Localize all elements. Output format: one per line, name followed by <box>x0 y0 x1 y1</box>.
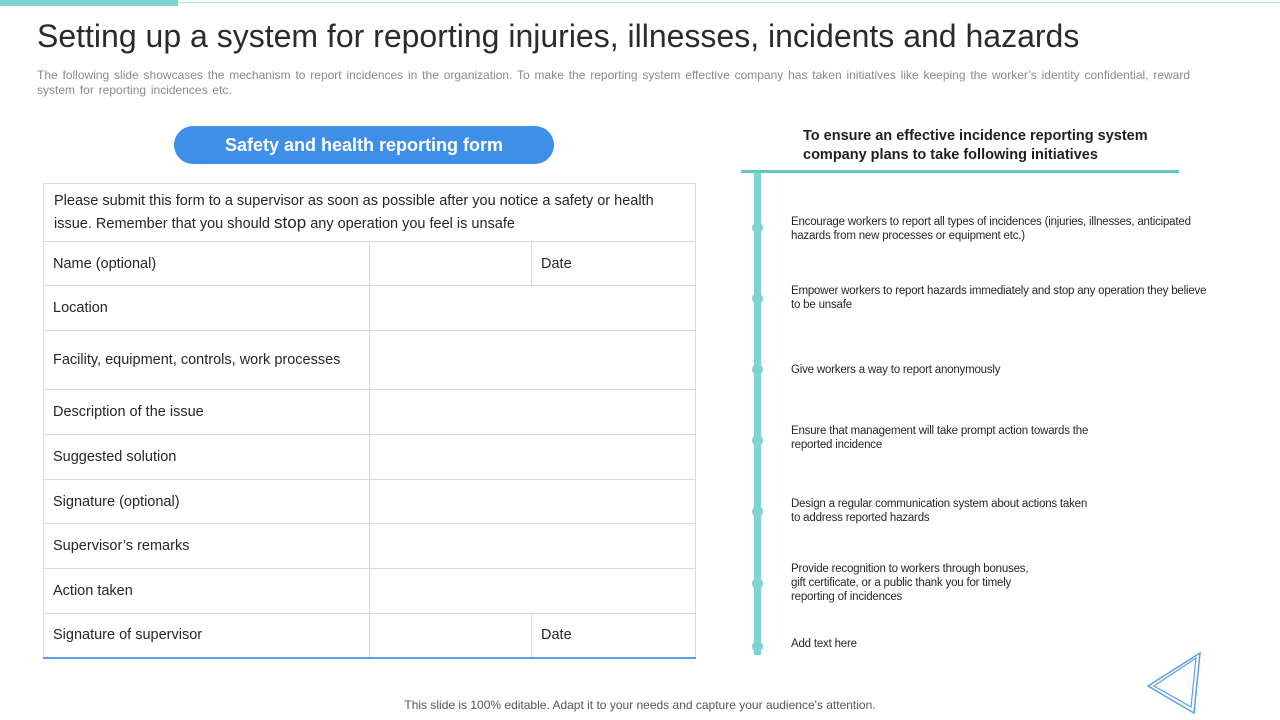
form-label: Signature (optional) <box>43 479 370 524</box>
form-row-signature: Signature (optional) <box>43 479 696 524</box>
location-input-cell[interactable] <box>369 285 696 331</box>
date-label: Date <box>531 241 696 286</box>
top-accent-bar <box>0 0 1280 6</box>
description-input-cell[interactable] <box>369 389 696 435</box>
slide-footer: This slide is 100% editable. Adapt it to… <box>404 698 876 712</box>
timeline-dot <box>752 222 763 233</box>
form-label: Facility, equipment, controls, work proc… <box>43 330 370 390</box>
initiative-item: Give workers a way to report anonymously <box>791 364 1001 376</box>
form-label: Location <box>43 285 370 331</box>
form-label: Supervisor’s remarks <box>43 523 370 569</box>
form-intro-text: Please submit this form to a supervisor … <box>43 183 696 242</box>
form-row-location: Location <box>43 285 696 331</box>
form-label: Action taken <box>43 568 370 614</box>
facility-input-cell[interactable] <box>369 330 696 390</box>
initiatives-heading: To ensure an effective incidence reporti… <box>803 128 1148 163</box>
solution-input-cell[interactable] <box>369 434 696 480</box>
name-input-cell[interactable] <box>369 241 532 286</box>
timeline-dot <box>752 641 763 652</box>
top-accent-line <box>178 2 1280 3</box>
form-label: Suggested solution <box>43 434 370 480</box>
initiative-item: Encourage workers to report all types of… <box>791 216 1191 242</box>
reporting-form-table: Please submit this form to a supervisor … <box>43 183 696 659</box>
slide-title: Setting up a system for reporting injuri… <box>37 18 1080 54</box>
remarks-input-cell[interactable] <box>369 523 696 569</box>
heading-underline <box>741 170 1179 173</box>
form-row-facility: Facility, equipment, controls, work proc… <box>43 330 696 390</box>
form-label: Signature of supervisor <box>43 613 370 658</box>
form-row-solution: Suggested solution <box>43 434 696 480</box>
form-header-pill: Safety and health reporting form <box>174 126 554 164</box>
form-intro-row: Please submit this form to a supervisor … <box>43 183 696 242</box>
initiative-item: Add text here <box>791 638 857 650</box>
signature-input-cell[interactable] <box>369 479 696 524</box>
timeline-dot <box>752 506 763 517</box>
timeline-dot <box>752 435 763 446</box>
action-input-cell[interactable] <box>369 568 696 614</box>
timeline-dot <box>752 578 763 589</box>
form-label: Description of the issue <box>43 389 370 435</box>
supervisor-signature-input-cell[interactable] <box>369 613 532 658</box>
form-row-remarks: Supervisor’s remarks <box>43 523 696 569</box>
timeline-dot <box>752 364 763 375</box>
form-row-supervisor-signature: Signature of supervisor Date <box>43 613 696 658</box>
initiative-item: Ensure that management will take prompt … <box>791 425 1089 451</box>
initiative-item: Empower workers to report hazards immedi… <box>791 285 1207 311</box>
slide-subtitle: The following slide showcases the mechan… <box>37 68 1191 97</box>
intro-text-before: Please submit this form to a supervisor … <box>54 193 654 232</box>
top-accent-segment <box>0 0 178 6</box>
form-label: Name (optional) <box>43 241 370 286</box>
form-row-name: Name (optional) Date <box>43 241 696 286</box>
timeline-dot <box>752 293 763 304</box>
initiative-item: Design a regular communication system ab… <box>791 498 1088 524</box>
form-row-action: Action taken <box>43 568 696 614</box>
triangle-outline-icon <box>1146 651 1201 715</box>
intro-text-after: any operation you feel is unsafe <box>306 216 515 232</box>
date-label: Date <box>531 613 696 658</box>
intro-text-emphasis: stop <box>274 213 307 232</box>
timeline-line <box>754 173 761 655</box>
initiative-item: Provide recognition to workers through b… <box>791 563 1029 603</box>
form-row-description: Description of the issue <box>43 389 696 435</box>
